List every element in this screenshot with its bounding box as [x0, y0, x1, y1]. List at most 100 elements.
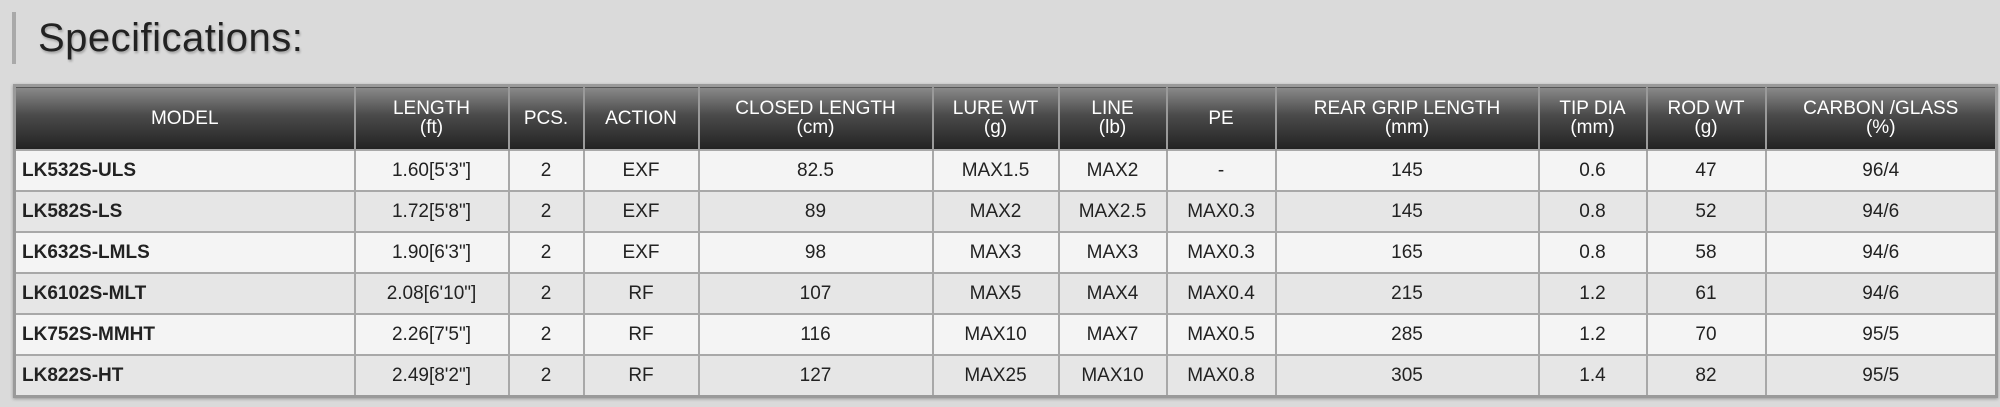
column-header: REAR GRIP LENGTH (mm)	[1274, 85, 1539, 150]
table-row: LK532S-ULS 1.60[5'3"] 2 EXF 82.5 MAX1.5 MAX2-1…	[13, 149, 1998, 192]
table-cell: MAX0.5	[1165, 313, 1277, 356]
column-header-label: PE	[1208, 107, 1234, 129]
table-cell: MAX7	[1057, 313, 1168, 356]
model-cell: LK822S-HT	[13, 354, 356, 398]
table-cell: MAX0.4	[1165, 272, 1277, 315]
table-cell: 215	[1274, 272, 1540, 315]
model-cell: LK6102S-MLT	[13, 272, 356, 315]
table-cell: MAX4	[1057, 272, 1168, 315]
table-cell: 2	[507, 231, 585, 274]
table-cell: 96/4	[1764, 149, 1998, 192]
table-cell: MAX0.3	[1165, 190, 1277, 233]
table-cell: 1.2	[1537, 272, 1648, 315]
table-cell: MAX0.3	[1165, 231, 1277, 274]
table-cell: 1.4	[1537, 354, 1648, 398]
model-cell: LK532S-ULS	[13, 149, 356, 192]
column-header: CLOSED LENGTH (cm)	[697, 85, 933, 150]
column-header: ACTION	[582, 85, 699, 150]
table-row: LK6102S-MLT 2.08[6'10"] 2 RF 107 MAX5 MAX4 MAX0…	[13, 272, 1998, 315]
column-header-unit: (g)	[983, 117, 1008, 138]
table-cell: MAX5	[931, 272, 1060, 315]
model-cell: LK582S-LS	[13, 190, 356, 233]
table-cell: 58	[1645, 231, 1767, 274]
column-header-unit: (g)	[1694, 117, 1718, 138]
table-cell: EXF	[582, 190, 700, 233]
table-cell: 2	[507, 272, 585, 315]
column-header-label: CLOSED LENGTH	[735, 98, 896, 119]
table-cell: 145	[1274, 190, 1540, 233]
table-cell: 94/6	[1764, 272, 1998, 315]
table-cell: 2.49[8'2"]	[353, 354, 510, 398]
table-cell: 0.6	[1537, 149, 1648, 192]
table-cell: MAX3	[931, 231, 1060, 274]
specifications-table: MODEL LENGTH (ft) PCS. ACTION CLOSED LENGTH (c…	[13, 84, 1998, 398]
table-row: LK582S-LS 1.72[5'8"] 2 EXF 89 MAX2 MAX2.5 MAX0.…	[13, 190, 1998, 233]
model-cell: LK752S-MMHT	[13, 313, 356, 356]
table-cell: 1.60[5'3"]	[353, 149, 510, 192]
table-body: LK532S-ULS 1.60[5'3"] 2 EXF 82.5 MAX1.5 MAX2-1…	[13, 149, 1998, 398]
table-row: LK632S-LMLS 1.90[6'3"] 2 EXF 98 MAX3 MAX3 MAX0.…	[13, 231, 1998, 274]
table-cell: MAX10	[931, 313, 1060, 356]
table-cell: 52	[1645, 190, 1767, 233]
column-header: ROD WT (g)	[1645, 85, 1766, 150]
column-header: LENGTH (ft)	[353, 85, 509, 150]
table-cell: 47	[1645, 149, 1767, 192]
column-header-label: LINE	[1091, 98, 1134, 119]
model-cell: LK632S-LMLS	[13, 231, 356, 274]
table-cell: 61	[1645, 272, 1767, 315]
column-header: MODEL	[14, 85, 355, 150]
column-header: TIP DIA (mm)	[1537, 85, 1647, 150]
table-cell: 94/6	[1764, 231, 1998, 274]
column-header-label: ROD WT	[1667, 98, 1745, 119]
table-cell: MAX0.8	[1165, 354, 1277, 398]
table-cell: MAX3	[1057, 231, 1168, 274]
column-header-label: TIP DIA	[1559, 98, 1626, 119]
table-row: LK822S-HT 2.49[8'2"] 2 RF 127 MAX25 MAX10 MAX0.…	[13, 354, 1998, 398]
table-cell: 2	[507, 149, 585, 192]
column-header: LURE WT (g)	[931, 85, 1059, 150]
table-cell: MAX1.5	[931, 149, 1060, 192]
column-header-unit: (mm)	[1570, 117, 1615, 138]
table-cell: 0.8	[1537, 231, 1648, 274]
table-cell: RF	[582, 272, 700, 315]
table-cell: 2.08[6'10"]	[353, 272, 510, 315]
table-cell: RF	[582, 354, 700, 398]
column-header-label: LENGTH	[392, 98, 471, 119]
table-cell: 107	[697, 272, 934, 315]
table-cell: 116	[697, 313, 934, 356]
table-cell: MAX25	[931, 354, 1060, 398]
table-cell: 94/6	[1764, 190, 1998, 233]
table-cell: 82	[1645, 354, 1767, 398]
column-header-unit: (ft)	[419, 117, 444, 138]
table-cell: 98	[697, 231, 934, 274]
table-cell: 95/5	[1764, 354, 1998, 398]
table-cell: 2	[507, 190, 585, 233]
table-cell: 1.72[5'8"]	[353, 190, 510, 233]
table-header-row: MODEL LENGTH (ft) PCS. ACTION CLOSED LENGTH (c…	[14, 85, 1997, 150]
table-cell: 70	[1645, 313, 1767, 356]
column-header-label: PCS.	[523, 107, 569, 129]
section-heading: Specifications:	[12, 12, 303, 64]
table-cell: 145	[1274, 149, 1540, 192]
table-cell: MAX2.5	[1057, 190, 1168, 233]
table-cell: 305	[1274, 354, 1540, 398]
column-header-label: REAR GRIP LENGTH	[1313, 98, 1501, 119]
table-cell: 285	[1274, 313, 1540, 356]
column-header-unit: (lb)	[1098, 117, 1127, 138]
column-header: CARBON /GLASS (%)	[1764, 85, 1997, 150]
table-cell: MAX10	[1057, 354, 1168, 398]
table-cell: EXF	[582, 149, 700, 192]
column-header-label: LURE WT	[952, 98, 1039, 119]
table-cell: 89	[697, 190, 934, 233]
table-cell: EXF	[582, 231, 700, 274]
column-header: PCS.	[507, 85, 584, 150]
column-header-label: ACTION	[605, 107, 677, 129]
table-cell: 127	[697, 354, 934, 398]
column-header-unit: (%)	[1865, 117, 1896, 138]
table-cell: 82.5	[697, 149, 934, 192]
table-cell: 2	[507, 313, 585, 356]
table-cell: 1.2	[1537, 313, 1648, 356]
table-row: LK752S-MMHT 2.26[7'5"] 2 RF 116 MAX10 MAX7 MAX0…	[13, 313, 1998, 356]
table-cell: 95/5	[1764, 313, 1998, 356]
table-cell: RF	[582, 313, 700, 356]
